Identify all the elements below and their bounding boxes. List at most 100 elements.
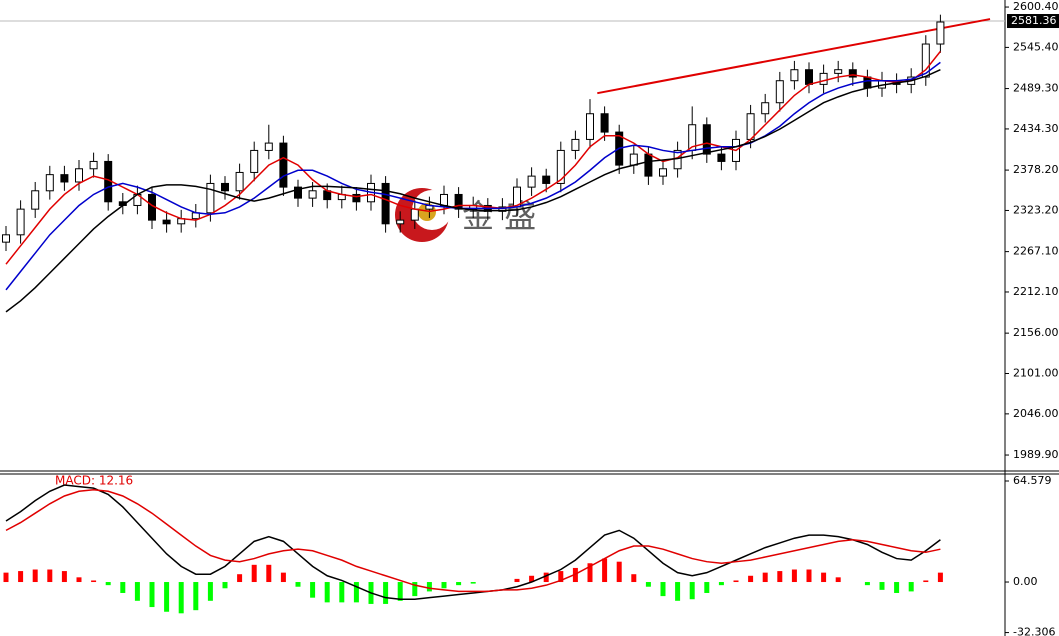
histogram-bar (894, 582, 900, 593)
histogram-bar (558, 571, 564, 583)
histogram-bar (353, 582, 359, 603)
candle-body (848, 69, 857, 78)
indicator-line (5, 488, 941, 593)
candle-body (279, 142, 288, 188)
candle-body (746, 113, 755, 140)
candle-body (352, 193, 361, 203)
histogram-bar (733, 580, 739, 583)
candle-body (717, 153, 726, 162)
watermark-text: 金 盛 (462, 197, 536, 235)
histogram-bar (441, 582, 447, 589)
histogram-bar (821, 572, 827, 583)
macd-title: MACD: 12.16 (55, 474, 133, 488)
candle-body (45, 174, 54, 192)
candle-body (308, 190, 317, 199)
histogram-bar (645, 582, 651, 587)
y-tick-label: 2489.30 (1013, 82, 1059, 95)
histogram-bar (105, 582, 111, 586)
histogram-bar (61, 571, 67, 583)
histogram-bar (514, 578, 520, 583)
histogram-bar (412, 582, 418, 597)
histogram-bar (908, 582, 914, 592)
histogram-bar (222, 582, 228, 589)
candle-body (89, 160, 98, 170)
candles (2, 14, 945, 251)
y-tick-label: 1989.90 (1013, 448, 1059, 461)
candle-body (527, 175, 536, 188)
histogram-bar (923, 580, 929, 583)
histogram-bar (689, 582, 695, 600)
histogram-bar (91, 580, 97, 583)
histogram-bar (193, 582, 199, 611)
histogram-bar (762, 572, 768, 583)
histogram-bar (310, 582, 316, 598)
histogram-bar (237, 574, 243, 583)
candle-body (264, 142, 273, 151)
histogram-bar (32, 569, 38, 583)
histogram-bar (587, 563, 593, 583)
histogram-bar (543, 572, 549, 583)
candle-body (659, 168, 667, 177)
y-tick-label: 0.00 (1013, 575, 1038, 588)
histogram-bar (3, 572, 9, 583)
histogram-bar (149, 582, 155, 608)
histogram-bar (675, 582, 681, 601)
candle-body (2, 234, 10, 243)
last-price-box (1007, 14, 1059, 29)
histogram-bar (76, 577, 82, 583)
histogram-bar (295, 582, 301, 587)
candle-body (294, 186, 302, 199)
histogram-bar (791, 569, 797, 583)
histogram-bar (718, 582, 724, 586)
candle-body (75, 168, 83, 183)
candle-body (206, 182, 215, 214)
candle-body (162, 219, 171, 225)
indicator-line (5, 61, 941, 291)
last-price-label: 2581.36 (1011, 14, 1057, 27)
y-tick-label: 2046.00 (1013, 407, 1059, 420)
histogram-bar (806, 569, 812, 583)
histogram-bar (207, 582, 213, 601)
candle-body (863, 76, 872, 89)
histogram-bar (164, 582, 170, 612)
candle-body (586, 113, 594, 140)
y-tick-label: 2267.10 (1013, 245, 1059, 258)
histogram-bar (251, 564, 257, 583)
histogram-bar (937, 572, 943, 583)
candle-body (571, 138, 580, 151)
y-tick-label: 2212.10 (1013, 285, 1059, 298)
histogram-bar (18, 571, 24, 583)
candle-body (396, 219, 405, 225)
candle-body (819, 72, 828, 85)
histogram-bar (864, 582, 870, 586)
y-tick-label: 2323.20 (1013, 203, 1059, 216)
candle-body (542, 175, 551, 184)
histogram-bar (879, 582, 885, 590)
y-tick-label: 2101.00 (1013, 367, 1059, 380)
histogram-bar (456, 582, 462, 586)
candle-body (790, 69, 799, 82)
candle-body (221, 182, 229, 192)
candle-body (31, 190, 40, 210)
histogram-bar (835, 577, 841, 583)
histogram-bar (134, 582, 140, 601)
histogram-bar (280, 572, 286, 583)
histogram-bar (529, 575, 535, 583)
trendline (597, 18, 991, 95)
histogram-bar (704, 582, 710, 593)
y-tick-label: 64.579 (1013, 474, 1052, 487)
candle-body (381, 182, 390, 225)
y-tick-label: 2434.30 (1013, 122, 1059, 135)
candle-body (834, 69, 843, 74)
candle-body (600, 113, 609, 133)
histogram-bar (266, 564, 272, 583)
histogram-bar (324, 582, 330, 603)
y-tick-label: -32.306 (1013, 626, 1055, 636)
indicator-line (5, 69, 941, 313)
histogram-bar (631, 574, 637, 583)
histogram-bar (383, 582, 389, 604)
candle-body (235, 171, 244, 192)
